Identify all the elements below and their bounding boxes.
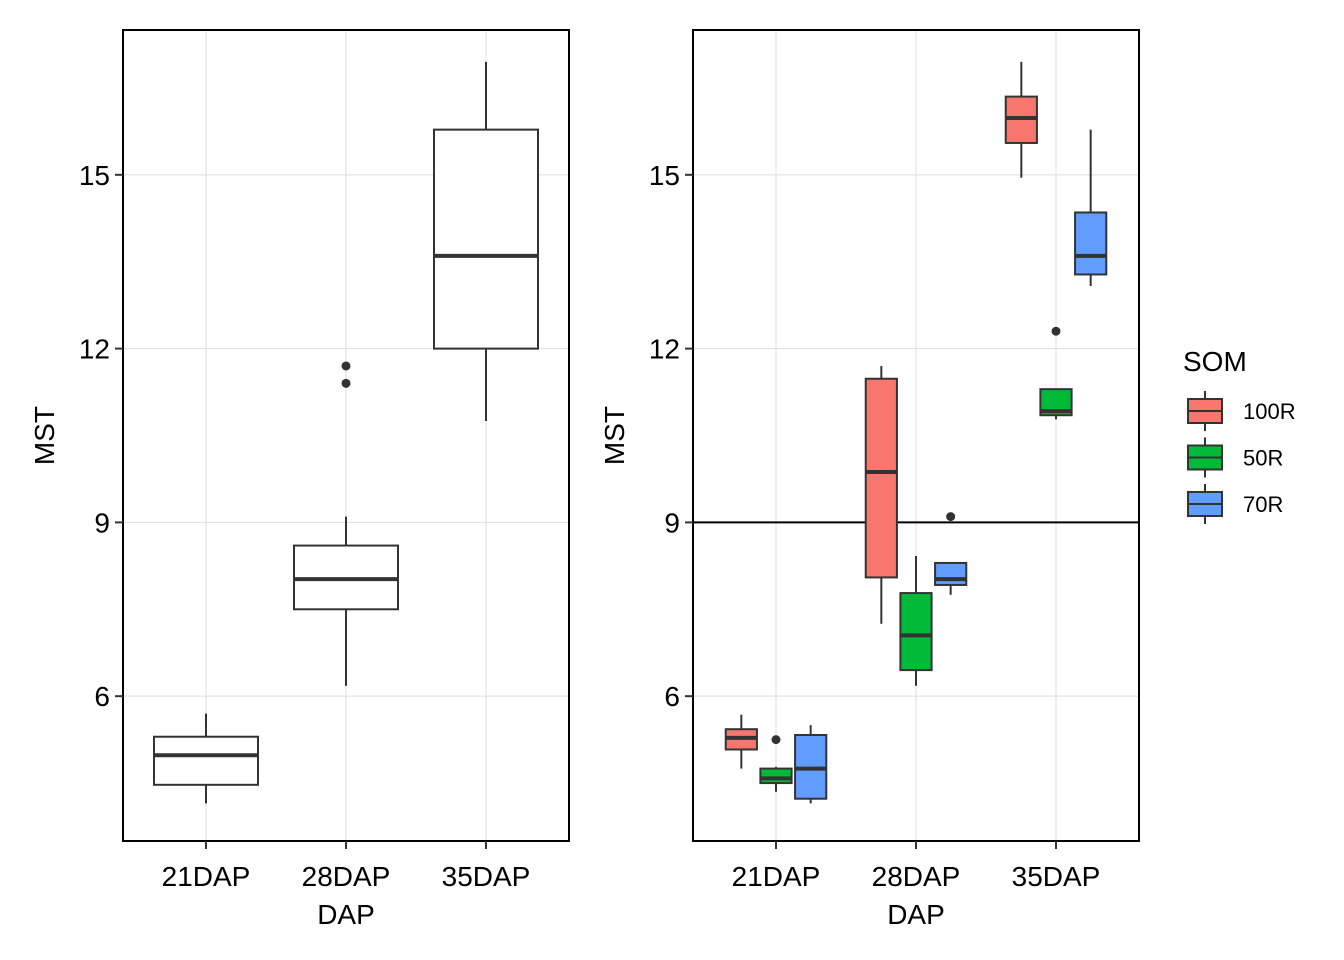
box-100R-35DAP: [1004, 61, 1038, 178]
x-tick-label: 35DAP: [442, 861, 531, 892]
box-100R-21DAP: [724, 714, 758, 769]
outlier-point: [1051, 326, 1061, 336]
box-iqr: [433, 128, 539, 350]
x-tick-label: 28DAP: [872, 861, 961, 892]
x-axis-title: DAP: [887, 899, 945, 930]
box-70R-21DAP: [794, 725, 828, 804]
y-tick-label: 6: [664, 681, 680, 712]
y-axis-title: MST: [599, 406, 630, 465]
box-50R-28DAP: [899, 555, 933, 686]
legend-label: 70R: [1243, 492, 1283, 517]
y-tick-label: 15: [649, 160, 680, 191]
box-70R-35DAP: [1074, 129, 1108, 287]
box-iqr: [1074, 211, 1108, 276]
x-tick-label: 35DAP: [1012, 861, 1101, 892]
outlier-point: [341, 361, 351, 371]
legend-key-50R: [1187, 437, 1223, 478]
y-tick-label: 12: [649, 334, 680, 365]
x-axis-title: DAP: [317, 899, 375, 930]
box-35DAP: [433, 61, 539, 422]
y-tick-label: 9: [664, 507, 680, 538]
x-tick-label: 28DAP: [302, 861, 391, 892]
box-iqr: [153, 735, 259, 786]
box-21DAP: [153, 713, 259, 804]
legend-key-70R: [1187, 484, 1223, 524]
box-iqr: [899, 592, 933, 672]
outlier-point: [341, 378, 351, 388]
box-50R-35DAP: [1039, 326, 1073, 420]
x-tick-label: 21DAP: [732, 861, 821, 892]
box-iqr: [934, 561, 968, 586]
y-axis-title: MST: [29, 406, 60, 465]
box-iqr: [864, 377, 898, 579]
box-50R-21DAP: [759, 735, 793, 792]
outlier-point: [946, 512, 956, 522]
panel-2: [685, 29, 1140, 849]
y-tick-label: 15: [79, 160, 110, 191]
legend-title: SOM: [1183, 346, 1247, 377]
box-70R-28DAP: [934, 512, 968, 595]
x-tick-label: 21DAP: [162, 861, 251, 892]
box-28DAP: [293, 361, 399, 686]
legend-label: 100R: [1243, 399, 1296, 424]
panel-1: [115, 29, 570, 849]
legend-key-100R: [1187, 391, 1223, 431]
legend-label: 50R: [1243, 446, 1283, 471]
box-iqr: [759, 767, 793, 785]
y-tick-label: 12: [79, 334, 110, 365]
box-100R-28DAP: [864, 365, 898, 624]
y-tick-label: 9: [94, 507, 110, 538]
outlier-point: [771, 735, 781, 745]
y-tick-label: 6: [94, 681, 110, 712]
